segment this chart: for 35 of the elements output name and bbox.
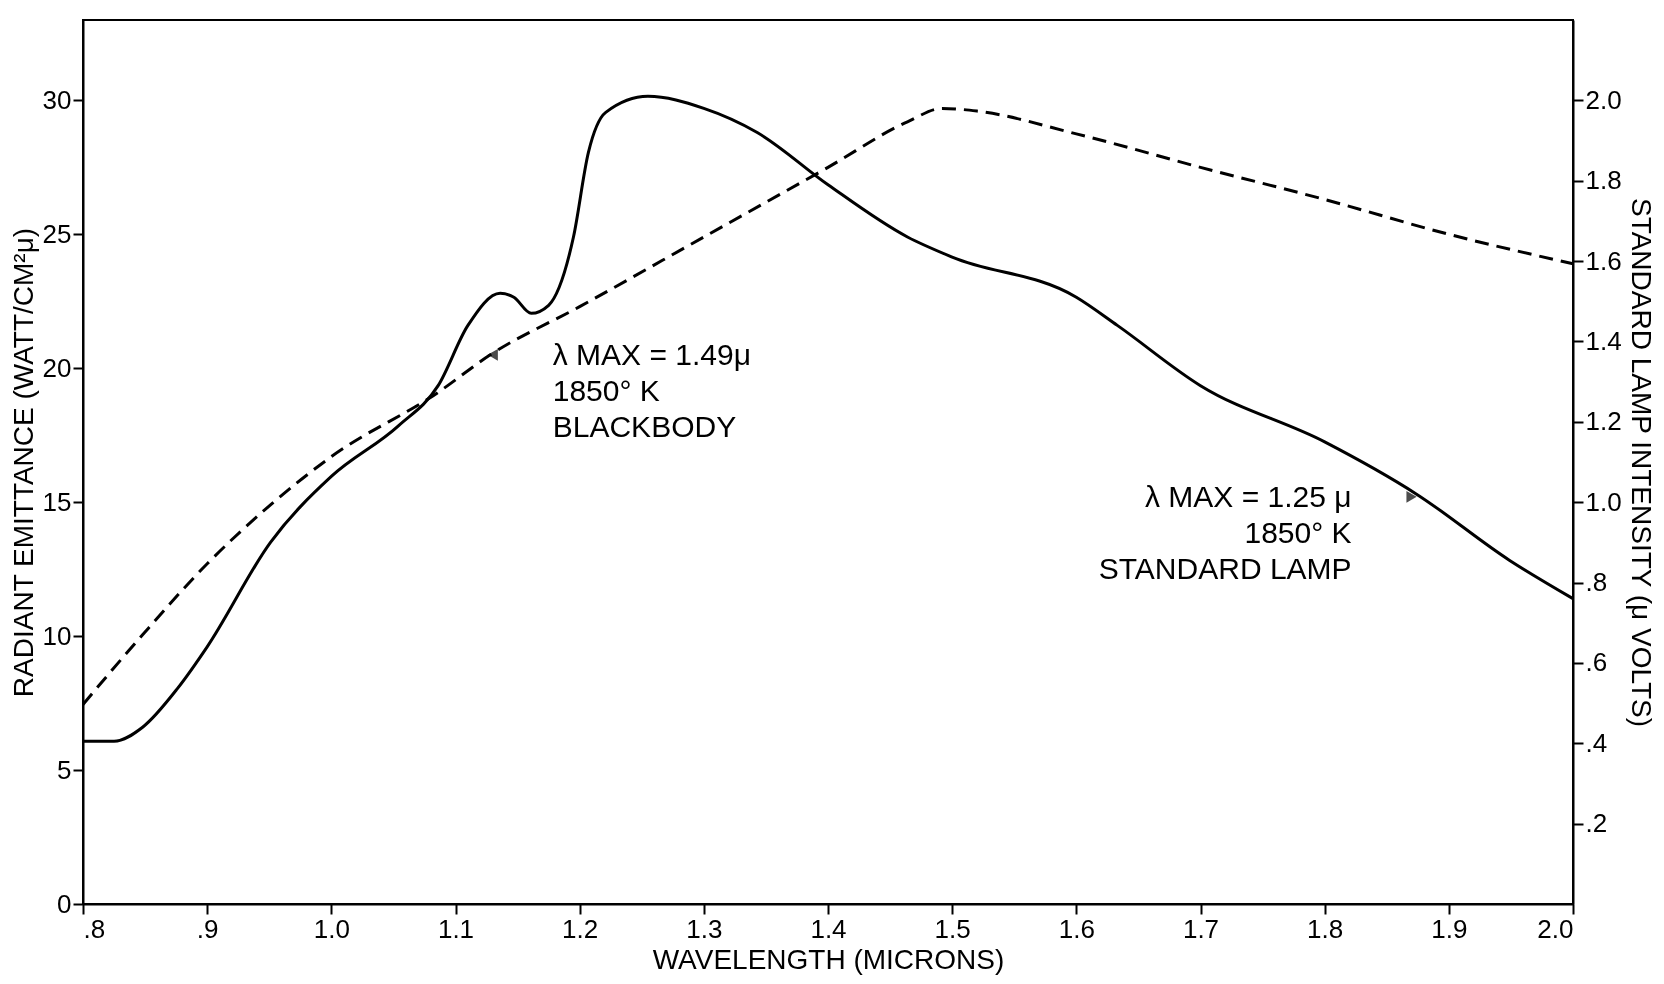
y2-tick-label: .2 [1585,808,1608,839]
y2-tick-label: .8 [1585,567,1608,598]
y2-tick-label: 1.4 [1585,325,1622,356]
x-tick-label: 1.5 [934,913,971,944]
y2-tick-label: 1.2 [1585,406,1622,437]
annotation: λ MAX = 1.25 μ 1850° K STANDARD LAMP [1098,479,1352,585]
y2-tick-label: .6 [1585,647,1608,678]
y2-tick-label: 1.6 [1585,245,1622,276]
x-tick-label: .9 [196,913,219,944]
x-tick-label: 2.0 [1537,913,1574,944]
x-tick-label: .8 [83,913,106,944]
y2-tick-label: 1.8 [1585,165,1622,196]
y-tick-label: 25 [42,218,72,249]
y-tick-label: 30 [42,84,72,115]
y2-axis-title: STANDARD LAMP INTENSITY (μ VOLTS) [1625,197,1657,728]
x-tick-label: 1.3 [686,913,723,944]
y-tick-label: 0 [57,888,72,919]
x-tick-label: 1.4 [810,913,847,944]
y-tick-label: 15 [42,486,72,517]
annotation: λ MAX = 1.49μ 1850° K BLACKBODY [552,337,751,443]
x-tick-label: 1.1 [437,913,475,944]
x-axis-title: WAVELENGTH (MICRONS) [652,943,1005,975]
y-tick-label: 5 [57,754,72,785]
x-tick-label: 1.0 [313,913,350,944]
y-axis-title: RADIANT EMITTANCE (WATT/CM²μ) [7,227,39,698]
x-tick-label: 1.8 [1307,913,1344,944]
y2-tick-label: 1.0 [1585,486,1622,517]
y-tick-label: 10 [42,620,72,651]
y2-tick-label: 2.0 [1585,84,1622,115]
x-tick-label: 1.6 [1058,913,1095,944]
x-tick-label: 1.7 [1182,913,1220,944]
x-tick-label: 1.2 [562,913,599,944]
y2-tick-label: .4 [1585,727,1608,758]
y-tick-label: 20 [42,352,72,383]
x-tick-label: 1.9 [1431,913,1468,944]
